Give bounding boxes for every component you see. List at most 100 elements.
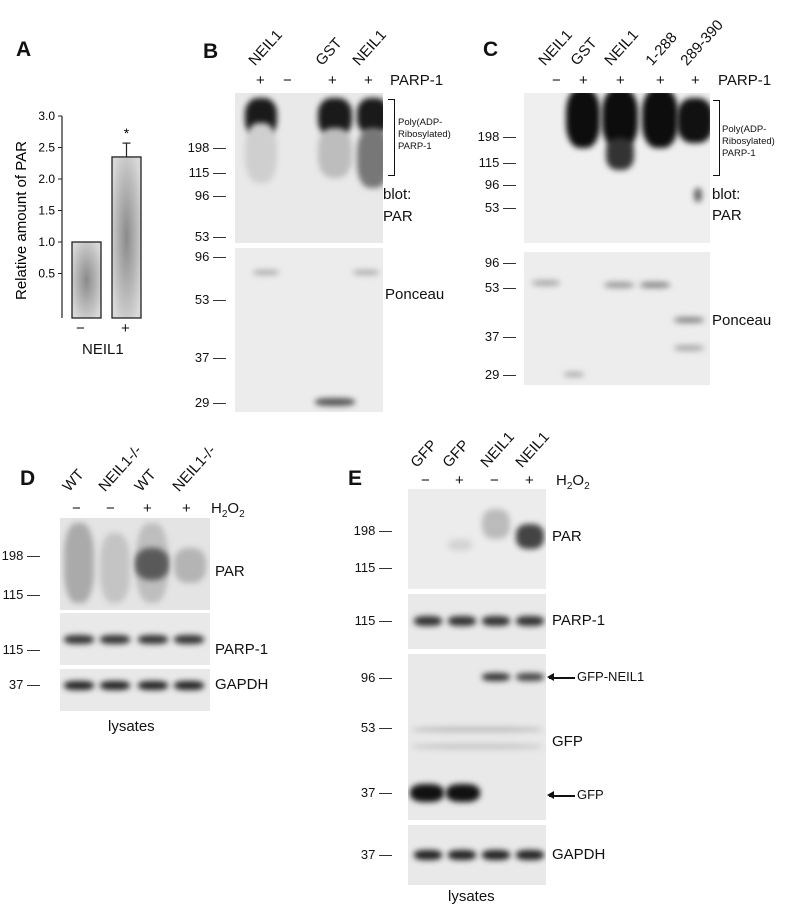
mw-marker: 37 [0, 677, 40, 692]
band [174, 681, 204, 690]
lane-label: GFP [407, 436, 441, 471]
lane-label: NEIL1 [477, 428, 518, 471]
y-tick-label: 3.0 [38, 109, 55, 123]
text: 2 [221, 509, 228, 520]
y-tick-label: 2.5 [38, 141, 55, 155]
band [482, 673, 510, 681]
mw-marker: 53 [476, 280, 516, 295]
par-blot-b [235, 93, 383, 243]
band [564, 372, 584, 377]
band [174, 635, 204, 644]
bracket [388, 99, 395, 176]
mw-marker: 37 [352, 785, 392, 800]
panel-c-label: C [483, 38, 499, 61]
footer-label: lysates [448, 888, 495, 905]
band [414, 616, 442, 626]
sign: − [552, 72, 561, 89]
band [606, 138, 634, 170]
sign: − [490, 472, 499, 489]
band [412, 744, 542, 749]
sign: + [256, 72, 265, 89]
band [640, 282, 670, 288]
ponceau-blot-b [235, 248, 383, 412]
mw-marker: 29 [476, 367, 516, 382]
sign: + [691, 72, 700, 89]
blot-label: GAPDH [215, 676, 269, 693]
bar-chart: Relative amount of PAR 0.5 1.0 1.5 2.0 2.5 3.… [13, 109, 142, 319]
mw-marker: 96 [476, 177, 516, 192]
y-tick-label: 1.0 [38, 235, 55, 249]
band [357, 128, 383, 188]
ponceau-label: Ponceau [385, 286, 445, 303]
mw-marker: 198 [476, 129, 516, 144]
lane-label: NEIL1 [349, 26, 390, 70]
band [448, 616, 476, 626]
x-sign-plus: + [121, 320, 130, 337]
gapdh-blot-e [408, 825, 546, 885]
sign: − [106, 500, 115, 517]
sign: + [525, 472, 534, 489]
treatment-h2o2: H2O2 [556, 472, 590, 492]
treatment-h2o2: H2O2 [211, 500, 245, 520]
parp1-blot-e [408, 594, 546, 649]
band [677, 98, 710, 143]
band [642, 93, 678, 148]
bar [111, 156, 142, 319]
band [138, 681, 168, 690]
blot-label: PAR [552, 528, 582, 545]
blot-label: PARP-1 [215, 641, 269, 658]
bracket-text: Poly(ADP-Ribosylated) PARP-1 [398, 117, 451, 152]
treatment-label: PARP-1 [390, 72, 444, 89]
mw-marker: 115 [352, 560, 392, 575]
band [100, 635, 130, 644]
x-sign-minus: − [76, 320, 85, 337]
lane-label: NEIL1 [535, 26, 576, 70]
blot-label: PARP-1 [552, 612, 606, 629]
sign: + [364, 72, 373, 89]
band [138, 635, 168, 644]
bracket-text: Poly(ADP-Ribosylated) PARP-1 [722, 124, 775, 159]
band [604, 282, 634, 288]
band [448, 850, 476, 860]
band [245, 123, 277, 183]
lane-label: 1-288 [642, 29, 681, 69]
sign: + [455, 472, 464, 489]
text: 2 [239, 509, 245, 520]
band [446, 784, 480, 802]
lane-label: NEIL1-/- [169, 442, 220, 495]
par-blot-c [524, 93, 710, 243]
mw-marker: 37 [186, 350, 226, 365]
treatment-label: PARP-1 [718, 72, 772, 89]
blot-label: blot: [383, 186, 412, 203]
footer-label: lysates [108, 718, 155, 735]
lane-label: 289-390 [677, 16, 727, 69]
mw-marker: 198 [352, 523, 392, 538]
mw-marker: 96 [186, 188, 226, 203]
blot-label: GAPDH [552, 846, 606, 863]
text: H [211, 500, 222, 517]
band [100, 533, 130, 603]
band [516, 524, 544, 549]
mw-marker: 115 [476, 155, 516, 170]
band [318, 128, 352, 178]
sign: + [616, 72, 625, 89]
mw-marker: 96 [476, 255, 516, 270]
band [516, 616, 544, 626]
panel-d-label: D [20, 467, 36, 490]
blot-label: blot: [712, 186, 741, 203]
bracket [713, 100, 720, 176]
band [412, 727, 542, 732]
panel-b-label: B [203, 40, 219, 63]
lane-label: GST [312, 34, 346, 69]
band [674, 345, 704, 351]
par-blot-e [408, 489, 546, 589]
band [694, 188, 702, 202]
mw-marker: 198 [0, 548, 40, 563]
blot-label: PAR [215, 563, 245, 580]
gapdh-blot-d [60, 669, 210, 711]
band [448, 539, 472, 551]
y-tick-label: 1.5 [38, 204, 55, 218]
band [64, 681, 94, 690]
y-tick-label: 0.5 [38, 267, 55, 281]
